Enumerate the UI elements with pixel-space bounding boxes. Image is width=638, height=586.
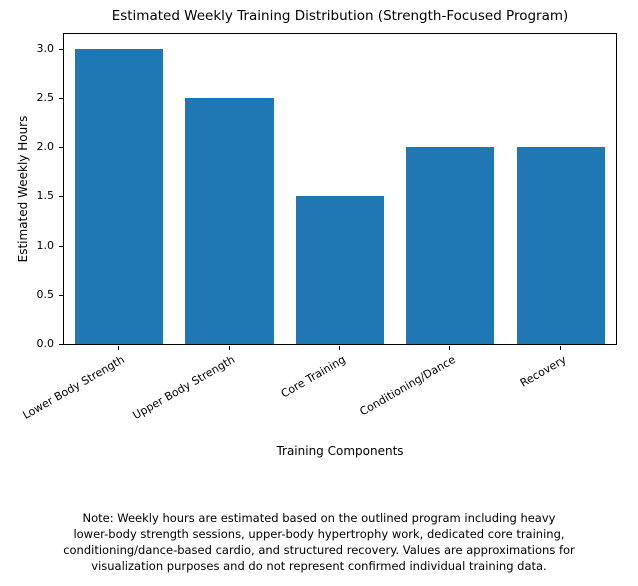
y-axis-ticks: 0.0 0.5 1.0 1.5 2.0 2.5 3.0 <box>0 34 63 350</box>
y-tick-label: 0.0 <box>36 337 55 350</box>
y-tick-label: 2.5 <box>36 91 55 104</box>
y-tick-label: 0.5 <box>36 287 55 301</box>
x-tick-mark <box>559 346 561 350</box>
bar-upper-body-strength <box>185 98 274 344</box>
y-tick-mark <box>59 147 63 149</box>
chart-title: Estimated Weekly Training Distribution (… <box>111 8 569 24</box>
x-tick-mark <box>228 346 230 350</box>
bar-lower-body-strength <box>75 48 164 344</box>
note-text: Note: Weekly hours are estimated based o… <box>63 511 575 573</box>
y-tick-mark <box>59 98 63 99</box>
y-tick-mark <box>59 344 63 345</box>
x-tick-label: Recovery <box>517 353 569 390</box>
x-tick-label: Conditioning/Dance <box>357 353 458 419</box>
x-tick-label: Upper Body Strength <box>130 353 238 423</box>
x-tick-mark <box>118 346 120 350</box>
y-tick-label: 1.5 <box>36 189 55 203</box>
bar-recovery <box>516 147 605 344</box>
x-axis-ticks: Lower Body Strength Upper Body Strength Co… <box>20 346 617 456</box>
bar-core-training <box>295 196 385 344</box>
y-tick-mark <box>59 294 63 296</box>
y-tick-label: 2.0 <box>36 140 55 154</box>
x-tick-mark <box>339 346 340 350</box>
y-tick-mark <box>59 48 63 50</box>
x-axis-label: Training Components <box>276 444 404 458</box>
x-tick-label: Core Training <box>278 353 348 401</box>
bar-conditioning-dance <box>406 147 495 344</box>
y-tick-label: 1.0 <box>36 238 55 252</box>
x-tick-mark <box>449 346 451 350</box>
x-tick-label: Lower Body Strength <box>20 353 127 422</box>
y-tick-label: 3.0 <box>36 41 55 55</box>
y-tick-mark <box>59 245 63 247</box>
y-tick-mark <box>59 196 63 198</box>
plot-area <box>63 33 617 345</box>
